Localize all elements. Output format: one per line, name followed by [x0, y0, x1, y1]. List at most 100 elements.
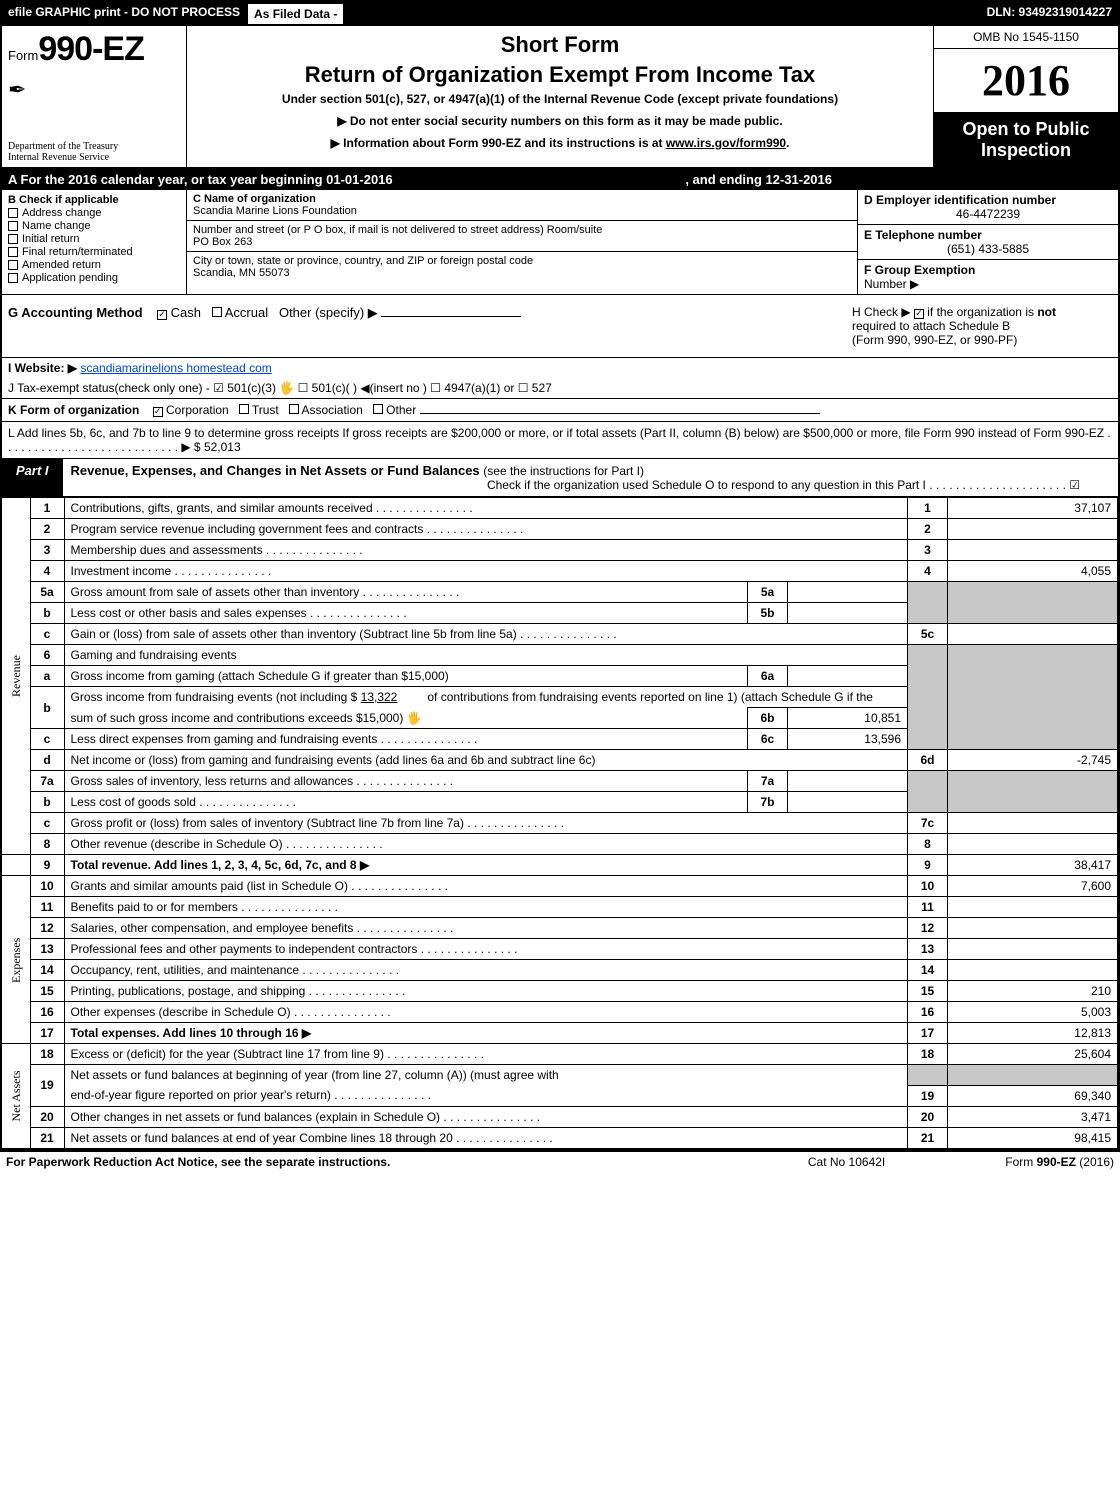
table-row: Revenue 1 Contributions, gifts, grants, … [2, 498, 1118, 519]
line-j-tax-exempt: J Tax-exempt status(check only one) - ☑ … [2, 378, 1118, 399]
form-number: Form990-EZ [8, 30, 180, 69]
as-filed-label: As Filed Data - [246, 2, 345, 26]
line-a-tax-year: A For the 2016 calendar year, or tax yea… [2, 169, 1118, 190]
ln-7b-sub [788, 792, 908, 813]
header-right: OMB No 1545-1150 2016 Open to Public Ins… [933, 26, 1118, 167]
chk-other[interactable] [373, 404, 383, 414]
ln-5b-desc: Less cost or other basis and sales expen… [64, 603, 748, 624]
page-footer: For Paperwork Reduction Act Notice, see … [0, 1151, 1120, 1172]
ln-7b-desc: Less cost of goods sold [64, 792, 748, 813]
a-text: A For the 2016 calendar year, or tax yea… [8, 172, 326, 187]
ln-1-ref: 1 [908, 498, 948, 519]
irs-link[interactable]: www.irs.gov/form990 [666, 136, 786, 150]
section-def: D Employer identification number 46-4472… [858, 190, 1118, 294]
section-b-checkboxes: B Check if applicable Address change Nam… [2, 190, 187, 294]
chk-name-change[interactable]: Name change [8, 220, 180, 232]
ln-1-num: 1 [30, 498, 64, 519]
line-k-org-form: K Form of organization ✓ Corporation Tru… [2, 399, 1118, 422]
table-row: c Gain or (loss) from sale of assets oth… [2, 624, 1118, 645]
table-row: 19 Net assets or fund balances at beginn… [2, 1065, 1118, 1086]
chk-assoc[interactable] [289, 404, 299, 414]
ln-6c-desc: Less direct expenses from gaming and fun… [64, 729, 748, 750]
chk-sched-b[interactable]: ✓ [914, 309, 924, 319]
chk-final-return[interactable]: Final return/terminated [8, 246, 180, 258]
table-row: 17Total expenses. Add lines 10 through 1… [2, 1023, 1118, 1044]
table-row: 15Printing, publications, postage, and s… [2, 981, 1118, 1002]
ln-2-desc: Program service revenue including govern… [64, 519, 908, 540]
form-990ez-page: efile GRAPHIC print - DO NOT PROCESS As … [0, 0, 1120, 1151]
ln-1-desc: Contributions, gifts, grants, and simila… [64, 498, 908, 519]
ln-6c-sub: 13,596 [788, 729, 908, 750]
i-label: I Website: ▶ [8, 361, 77, 375]
expenses-side-label: Expenses [2, 876, 30, 1044]
form-prefix: Form [8, 48, 38, 63]
c-name-label: C Name of organization [193, 193, 851, 205]
ln-6d-val: -2,745 [948, 750, 1118, 771]
chk-trust[interactable] [239, 404, 249, 414]
f-label2: Number ▶ [864, 277, 919, 291]
l-text: L Add lines 5b, 6c, and 7b to line 9 to … [8, 426, 1111, 454]
org-street: PO Box 263 [193, 236, 851, 248]
open-to-public: Open to Public Inspection [934, 113, 1118, 167]
ssn-warning: ▶ Do not enter social security numbers o… [197, 114, 923, 128]
table-row: 20Other changes in net assets or fund ba… [2, 1106, 1118, 1127]
short-form-label: Short Form [197, 32, 923, 58]
dept-line2: Internal Revenue Service [8, 152, 180, 163]
ln-6a-sub [788, 666, 908, 687]
dept-line1: Department of the Treasury [8, 141, 180, 152]
ln-7a-sub [788, 771, 908, 792]
top-bar: efile GRAPHIC print - DO NOT PROCESS As … [2, 2, 1118, 26]
ln-3-desc: Membership dues and assessments [64, 540, 908, 561]
chk-cash[interactable]: ✓ [157, 310, 167, 320]
table-row: 11Benefits paid to or for members11 [2, 897, 1118, 918]
table-row: end-of-year figure reported on prior yea… [2, 1085, 1118, 1106]
chk-accrual[interactable] [212, 307, 222, 317]
a-mid: , and ending [685, 172, 765, 187]
phone-value: (651) 433-5885 [864, 242, 1112, 256]
chk-corp[interactable]: ✓ [153, 407, 163, 417]
ln-5a-desc: Gross amount from sale of assets other t… [64, 582, 748, 603]
chk-initial-return[interactable]: Initial return [8, 233, 180, 245]
g-label: G Accounting Method [8, 305, 143, 320]
table-row: 13Professional fees and other payments t… [2, 939, 1118, 960]
table-row: d Net income or (loss) from gaming and f… [2, 750, 1118, 771]
ln-3-val [948, 540, 1118, 561]
table-row: c Gross profit or (loss) from sales of i… [2, 813, 1118, 834]
f-label: F Group Exemption [864, 263, 975, 277]
ln-6-desc: Gaming and fundraising events [64, 645, 908, 666]
ln-9-desc: Total revenue. Add lines 1, 2, 3, 4, 5c,… [64, 855, 908, 876]
ln-6b-desc1: Gross income from fundraising events (no… [64, 687, 908, 708]
chk-amended-return[interactable]: Amended return [8, 259, 180, 271]
ln-8-desc: Other revenue (describe in Schedule O) [64, 834, 908, 855]
ln-9-val: 38,417 [948, 855, 1118, 876]
header-center: Short Form Return of Organization Exempt… [187, 26, 933, 167]
part-1-title: Revenue, Expenses, and Changes in Net As… [63, 459, 1118, 496]
website-link[interactable]: scandiamarinelions homestead com [80, 361, 271, 375]
line-l-gross-receipts: L Add lines 5b, 6c, and 7b to line 9 to … [2, 422, 1118, 459]
ln-6d-desc: Net income or (loss) from gaming and fun… [64, 750, 908, 771]
table-row: 5a Gross amount from sale of assets othe… [2, 582, 1118, 603]
a-end: 12-31-2016 [766, 172, 833, 187]
c-street-cell: Number and street (or P O box, if mail i… [187, 221, 857, 252]
form-subtitle: Under section 501(c), 527, or 4947(a)(1)… [197, 92, 923, 106]
table-row: 2 Program service revenue including gove… [2, 519, 1118, 540]
ln-7a-desc: Gross sales of inventory, less returns a… [64, 771, 748, 792]
part-1-tag: Part I [2, 459, 63, 496]
chk-address-change[interactable]: Address change [8, 207, 180, 219]
ein-value: 46-4472239 [864, 207, 1112, 221]
section-bcdef: B Check if applicable Address change Nam… [2, 190, 1118, 295]
chk-application-pending[interactable]: Application pending [8, 272, 180, 284]
c-city-label: City or town, state or province, country… [193, 255, 851, 267]
ln-1-val: 37,107 [948, 498, 1118, 519]
ln-5a-sub [788, 582, 908, 603]
g-left: G Accounting Method ✓ Cash Accrual Other… [8, 305, 521, 347]
form-title: Return of Organization Exempt From Incom… [197, 62, 923, 88]
footer-cat-no: Cat No 10642I [808, 1155, 885, 1169]
d-label: D Employer identification number [864, 193, 1112, 207]
ln-6a-desc: Gross income from gaming (attach Schedul… [64, 666, 748, 687]
open-line1: Open to Public [940, 119, 1112, 140]
table-row: 6 Gaming and fundraising events [2, 645, 1118, 666]
footer-left: For Paperwork Reduction Act Notice, see … [6, 1155, 390, 1169]
table-row: 14Occupancy, rent, utilities, and mainte… [2, 960, 1118, 981]
netassets-side-label: Net Assets [2, 1044, 30, 1149]
